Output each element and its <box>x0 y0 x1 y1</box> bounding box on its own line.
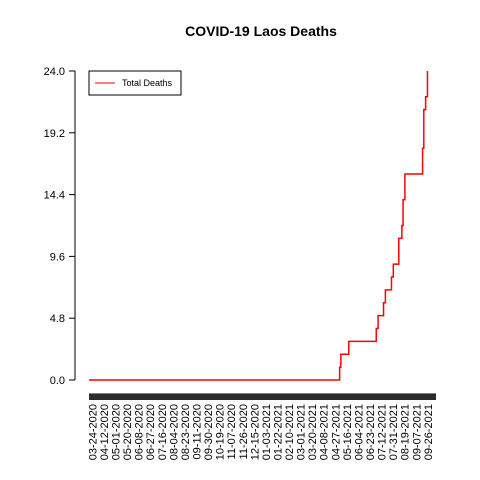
x-tick-label: 02-10-2021 <box>284 404 296 460</box>
y-tick-label: 19.2 <box>44 128 65 140</box>
x-tick-band <box>89 394 436 400</box>
x-tick-label: 06-23-2021 <box>365 404 377 460</box>
legend: Total Deaths <box>88 70 182 96</box>
series-layer <box>89 71 429 381</box>
legend-label: Total Deaths <box>122 78 173 88</box>
x-tick-label: 03-20-2021 <box>307 404 319 460</box>
x-tick-label: 01-22-2021 <box>272 404 284 460</box>
x-tick-label: 04-08-2021 <box>319 404 331 460</box>
x-tick-label: 08-19-2021 <box>400 404 412 460</box>
series-line-total-deaths <box>89 71 429 381</box>
x-tick-label: 12-15-2020 <box>249 404 261 460</box>
x-tick-label: 07-16-2020 <box>157 404 169 460</box>
x-tick-label: 11-07-2020 <box>226 404 238 459</box>
x-tick-label: 09-26-2021 <box>423 404 435 460</box>
x-axis: 03-24-2020 04-12-2020 05-01-2020 05-20-2020… <box>87 393 436 460</box>
chart-title: COVID-19 Laos Deaths <box>185 23 337 39</box>
x-tick-label: 03-24-2020 <box>87 404 99 460</box>
y-tick-label: 9.6 <box>50 251 65 263</box>
x-tick-label: 09-07-2021 <box>411 404 423 460</box>
x-tick-label: 03-01-2021 <box>296 404 308 460</box>
x-tick-label: 06-08-2020 <box>134 404 146 460</box>
x-tick-label: 08-04-2020 <box>168 404 180 460</box>
x-tick-label: 06-04-2021 <box>353 404 365 460</box>
x-tick-label: 10-19-2020 <box>215 404 227 460</box>
x-tick-label: 08-23-2020 <box>180 404 192 460</box>
y-tick-label: 14.4 <box>44 190 65 202</box>
x-tick-label: 01-03-2021 <box>261 404 273 460</box>
y-tick-label: 24.0 <box>44 66 65 78</box>
x-tick-label: 04-27-2021 <box>330 404 342 460</box>
y-tick-label: 0.0 <box>50 375 65 387</box>
x-tick-label: 09-11-2020 <box>191 404 203 459</box>
x-tick-label: 07-12-2021 <box>377 404 389 460</box>
x-tick-label: 09-30-2020 <box>203 404 215 460</box>
x-tick-label: 05-16-2021 <box>342 404 354 460</box>
x-tick-label: 05-01-2020 <box>110 404 122 460</box>
y-axis: 0.0 4.8 9.6 14.4 19.2 24.0 <box>44 66 76 387</box>
x-tick-label: 07-31-2021 <box>388 404 400 460</box>
x-tick-label: 06-27-2020 <box>145 404 157 460</box>
x-tick-label: 04-12-2020 <box>99 404 111 460</box>
x-tick-label: 05-20-2020 <box>122 404 134 460</box>
x-tick-label: 11-26-2020 <box>238 404 250 459</box>
y-tick-label: 4.8 <box>50 313 65 325</box>
